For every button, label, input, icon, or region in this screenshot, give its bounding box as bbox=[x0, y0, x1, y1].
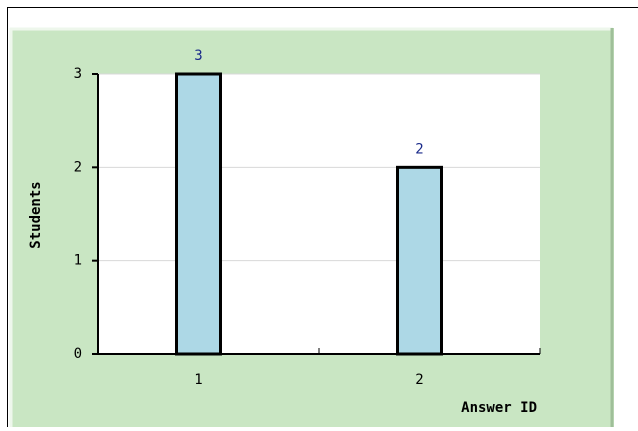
plot-area bbox=[98, 74, 540, 354]
y-tick-label: 3 bbox=[74, 66, 82, 82]
x-tick-label: 2 bbox=[415, 372, 423, 388]
bar bbox=[396, 165, 443, 356]
y-axis-label: Students bbox=[28, 181, 44, 248]
y-tick-label: 0 bbox=[74, 346, 82, 362]
x-tick-label: 1 bbox=[194, 372, 202, 388]
value-label: 3 bbox=[194, 48, 202, 64]
bar bbox=[175, 72, 222, 356]
y-tick-label: 2 bbox=[74, 159, 82, 175]
value-label: 2 bbox=[415, 141, 423, 157]
x-axis-label: Answer ID bbox=[461, 400, 537, 416]
y-tick-label: 1 bbox=[74, 253, 82, 269]
